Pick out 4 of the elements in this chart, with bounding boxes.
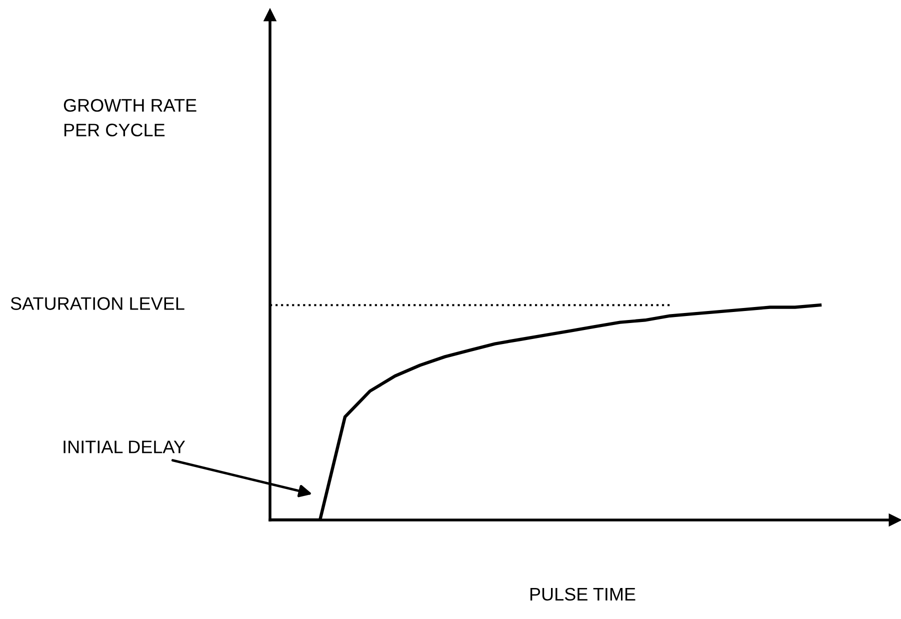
x-axis-title: PULSE TIME [530, 588, 636, 601]
text: INITIAL DELAY [64, 440, 186, 454]
text: GROWTH RATE PER CYCLE [64, 98, 196, 136]
ref-line-label: SATURATION LEVEL [10, 297, 184, 310]
